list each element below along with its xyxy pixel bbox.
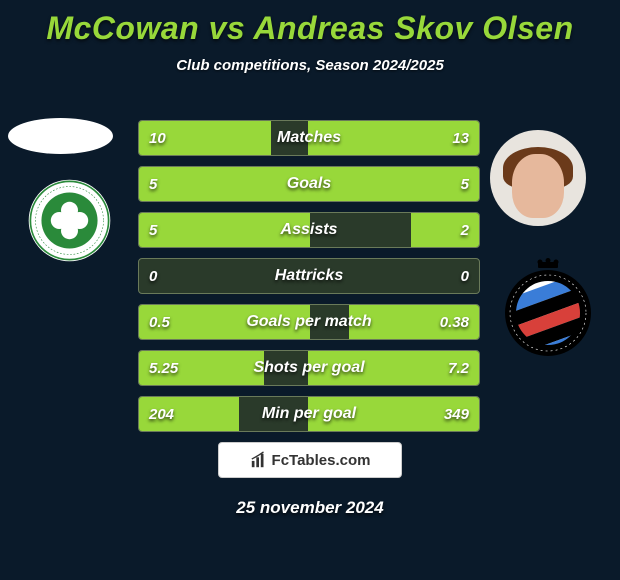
bar-right-fill bbox=[308, 167, 479, 201]
avatar-face bbox=[512, 154, 564, 218]
player-right-avatar bbox=[490, 130, 586, 226]
player-left-avatar bbox=[8, 118, 113, 154]
stat-row: 5.257.2Shots per goal bbox=[138, 350, 480, 386]
bar-right-fill bbox=[411, 213, 479, 247]
stat-row: 0.50.38Goals per match bbox=[138, 304, 480, 340]
stat-value-left: 0 bbox=[149, 259, 157, 293]
bar-left-fill bbox=[139, 397, 239, 431]
stat-label: Hattricks bbox=[139, 259, 479, 293]
stat-row: 0 0Hattricks bbox=[138, 258, 480, 294]
watermark-text: FcTables.com bbox=[272, 452, 371, 469]
subtitle: Club competitions, Season 2024/2025 bbox=[0, 57, 620, 74]
bar-right-fill bbox=[349, 305, 479, 339]
bar-left-fill bbox=[139, 167, 310, 201]
page-title: McCowan vs Andreas Skov Olsen bbox=[0, 0, 620, 47]
bar-right-fill bbox=[308, 351, 479, 385]
club-crest-right bbox=[498, 258, 598, 358]
comparison-chart: 1013Matches 55Goals 52Assists 0 0Hattricks 0.… bbox=[138, 120, 480, 442]
date-label: 25 november 2024 bbox=[0, 498, 620, 518]
bar-left-fill bbox=[139, 213, 310, 247]
bar-left-fill bbox=[139, 351, 264, 385]
stat-value-right: 0 bbox=[461, 259, 469, 293]
bar-right-fill bbox=[308, 397, 479, 431]
stat-row: 204349Min per goal bbox=[138, 396, 480, 432]
bar-right-fill bbox=[308, 121, 479, 155]
watermark-badge: FcTables.com bbox=[218, 442, 402, 478]
club-crest-left bbox=[27, 178, 112, 263]
bar-left-fill bbox=[139, 305, 310, 339]
chart-icon bbox=[250, 451, 268, 469]
bar-left-fill bbox=[139, 121, 271, 155]
stat-row: 52Assists bbox=[138, 212, 480, 248]
stat-row: 1013Matches bbox=[138, 120, 480, 156]
stat-row: 55Goals bbox=[138, 166, 480, 202]
